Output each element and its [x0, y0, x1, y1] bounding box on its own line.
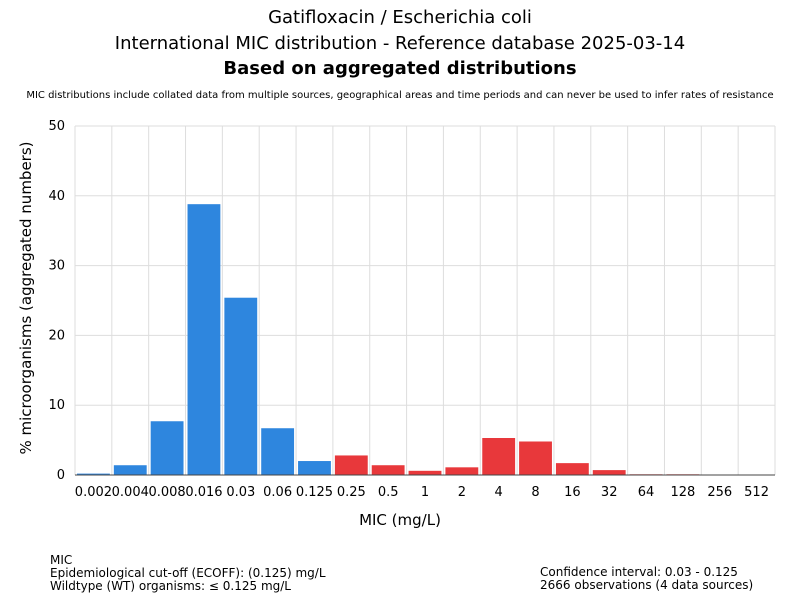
footer-observations: 2666 observations (4 data sources)	[540, 578, 754, 592]
bar-1	[408, 470, 442, 475]
x-tick-label: 0.5	[378, 485, 399, 500]
x-axis-label: MIC (mg/L)	[359, 511, 441, 529]
y-tick-label: 30	[48, 259, 65, 274]
x-tick-label: 0.25	[337, 485, 366, 500]
footer-right: Confidence interval: 0.03 - 0.125 2666 o…	[540, 566, 753, 592]
bar-0.002	[77, 473, 110, 475]
bar-0.016	[187, 204, 221, 475]
x-tick-label: 4	[495, 485, 503, 500]
chart-subtitle: International MIC distribution - Referen…	[114, 33, 686, 54]
bar-32	[592, 470, 626, 475]
y-tick-label: 0	[57, 468, 65, 483]
bar-4	[482, 438, 516, 475]
x-tick-label: 32	[601, 485, 618, 500]
x-tick-label: 256	[707, 485, 732, 500]
tick-layer: 0 10 20 30 40 50 0.002 0.004 0.008 0.016 0.03 0.06 0…	[48, 119, 775, 500]
footer-ecoff: Epidemiological cut-off (ECOFF): (0.125)…	[50, 566, 326, 580]
x-tick-label: 16	[564, 485, 581, 500]
bar-0.004	[113, 465, 147, 475]
footer-left: MIC Epidemiological cut-off (ECOFF): (0.…	[50, 554, 326, 593]
footer-confidence-interval: Confidence interval: 0.03 - 0.125	[540, 565, 738, 579]
x-tick-label: 0.016	[185, 485, 222, 500]
chart-title: Gatifloxacin / Escherichia coli	[268, 7, 532, 28]
x-tick-label: 128	[670, 485, 695, 500]
x-tick-label: 0.125	[296, 485, 333, 500]
x-tick-label: 0.004	[112, 485, 149, 500]
bar-0.06	[261, 428, 295, 475]
y-tick-label: 40	[48, 189, 65, 204]
grid-layer	[74, 125, 776, 476]
x-tick-label: 0.03	[226, 485, 255, 500]
bar-0.5	[371, 465, 405, 475]
chart-note: MIC distributions include collated data …	[26, 90, 774, 101]
bar-2	[445, 467, 479, 475]
x-tick-label: 8	[531, 485, 539, 500]
bar-layer	[77, 204, 700, 475]
x-tick-label: 0.002	[75, 485, 112, 500]
footer-wildtype: Wildtype (WT) organisms: ≤ 0.125 mg/L	[50, 579, 291, 593]
bar-0.03	[224, 297, 258, 475]
y-tick-label: 20	[48, 328, 65, 343]
bar-0.125	[298, 461, 331, 475]
x-tick-label: 1	[421, 485, 429, 500]
chart-subtitle-bold: Based on aggregated distributions	[223, 58, 577, 79]
x-tick-label: 64	[638, 485, 655, 500]
x-tick-label: 512	[744, 485, 769, 500]
y-tick-label: 10	[48, 398, 65, 413]
bar-0.008	[150, 421, 184, 475]
x-tick-label: 0.008	[148, 485, 185, 500]
bar-8	[519, 441, 552, 475]
x-tick-label: 0.06	[263, 485, 292, 500]
y-axis-label: % microorganisms (aggregated numbers)	[17, 141, 35, 454]
footer-mic-label: MIC	[50, 553, 73, 567]
bar-0.25	[334, 455, 368, 475]
bar-16	[555, 463, 589, 475]
y-tick-label: 50	[48, 119, 65, 134]
x-tick-label: 2	[458, 485, 466, 500]
